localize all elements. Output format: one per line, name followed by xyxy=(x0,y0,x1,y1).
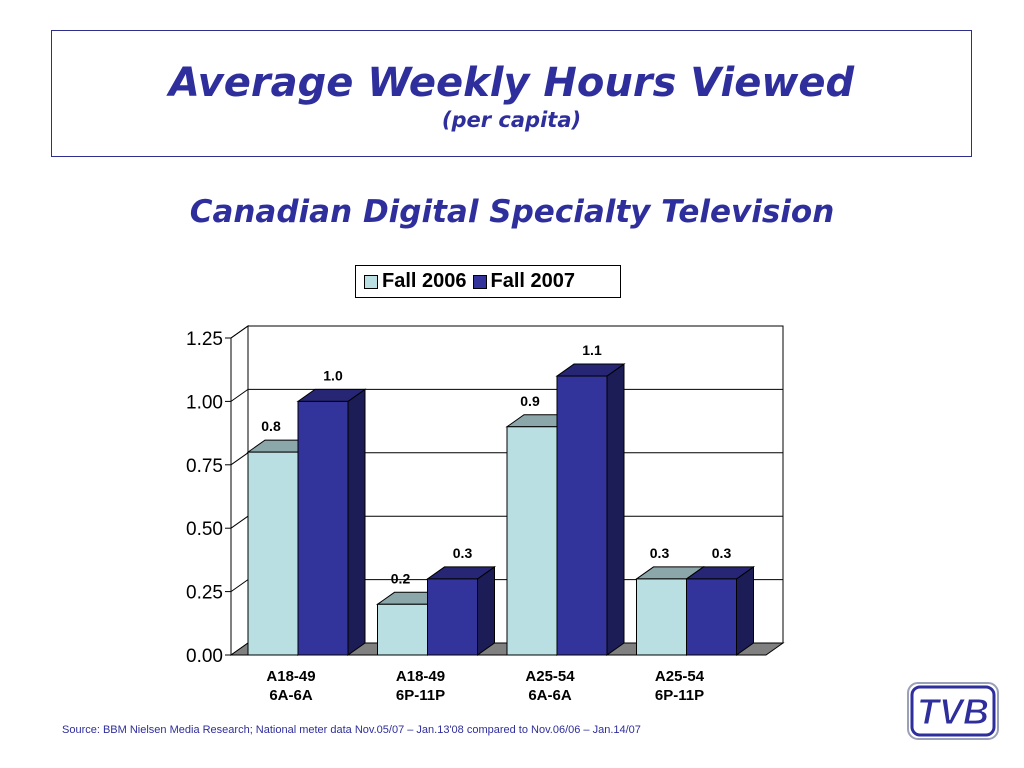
gridline-diagonal xyxy=(230,325,249,339)
y-tick-label: 0.75 xyxy=(186,456,223,477)
bar-fall-2007 xyxy=(297,400,349,656)
bar-fall-2007 xyxy=(686,578,737,656)
data-label-fall-2007: 0.3 xyxy=(712,545,732,561)
slide-subtitle: (per capita) xyxy=(441,108,582,132)
data-label-fall-2006: 0.2 xyxy=(391,570,411,586)
data-label-fall-2007: 1.1 xyxy=(582,342,602,358)
x-category-label: A25-54 xyxy=(525,668,575,685)
bar-side-fall-2007 xyxy=(477,565,495,656)
y-tick-label: 1.00 xyxy=(186,392,223,413)
chart-legend: Fall 2006 Fall 2007 xyxy=(355,265,621,298)
x-category-label: 6P-11P xyxy=(396,687,445,704)
tvb-logo: TVB xyxy=(907,682,999,740)
data-label-fall-2007: 0.3 xyxy=(453,545,473,561)
bar-fall-2006 xyxy=(247,451,299,656)
logo-text: TVB xyxy=(917,691,989,732)
legend-item-fall-2007: Fall 2007 xyxy=(472,270,576,293)
bar-fall-2006 xyxy=(636,578,687,656)
legend-swatch-fall-2006 xyxy=(364,274,378,289)
bar-side-fall-2007 xyxy=(606,363,625,656)
bar-side-fall-2007 xyxy=(347,388,366,656)
bar-fall-2006 xyxy=(377,603,428,656)
y-tick-label: 1.25 xyxy=(186,329,223,350)
bar-fall-2007 xyxy=(556,375,608,656)
gridline-diagonal xyxy=(230,388,249,402)
y-tick-label: 0.25 xyxy=(186,583,223,604)
bar-fall-2006 xyxy=(506,426,558,656)
chart-heading: Canadian Digital Specialty Television xyxy=(189,194,835,230)
x-category-label: A25-54 xyxy=(655,668,705,685)
gridline-diagonal xyxy=(230,515,249,529)
gridline-diagonal xyxy=(230,452,249,466)
data-label-fall-2006: 0.9 xyxy=(520,393,540,409)
y-tick-label: 0.00 xyxy=(186,646,223,667)
chart-side-wall xyxy=(230,325,249,656)
data-label-fall-2007: 1.0 xyxy=(323,367,343,383)
bar-fall-2007 xyxy=(427,578,478,656)
x-category-label: 6A-6A xyxy=(528,687,572,704)
x-category-label: 6A-6A xyxy=(269,687,313,704)
source-note: Source: BBM Nielsen Media Research; Nati… xyxy=(62,724,641,736)
legend-label-fall-2006: Fall 2006 xyxy=(382,270,467,292)
gridline-diagonal xyxy=(230,579,249,593)
x-category-label: A18-49 xyxy=(266,668,315,685)
x-category-label: A18-49 xyxy=(396,668,445,685)
data-label-fall-2006: 0.3 xyxy=(650,545,670,561)
legend-label-fall-2007: Fall 2007 xyxy=(490,270,576,292)
bar-side-fall-2007 xyxy=(736,565,754,656)
legend-swatch-fall-2007 xyxy=(472,274,487,289)
data-label-fall-2006: 0.8 xyxy=(261,418,281,434)
legend-item-fall-2006: Fall 2006 xyxy=(364,270,467,293)
y-tick-label: 0.50 xyxy=(186,519,223,540)
title-box: Average Weekly Hours Viewed (per capita) xyxy=(51,30,972,157)
slide-title: Average Weekly Hours Viewed xyxy=(168,60,855,106)
x-category-label: 6P-11P xyxy=(655,687,704,704)
